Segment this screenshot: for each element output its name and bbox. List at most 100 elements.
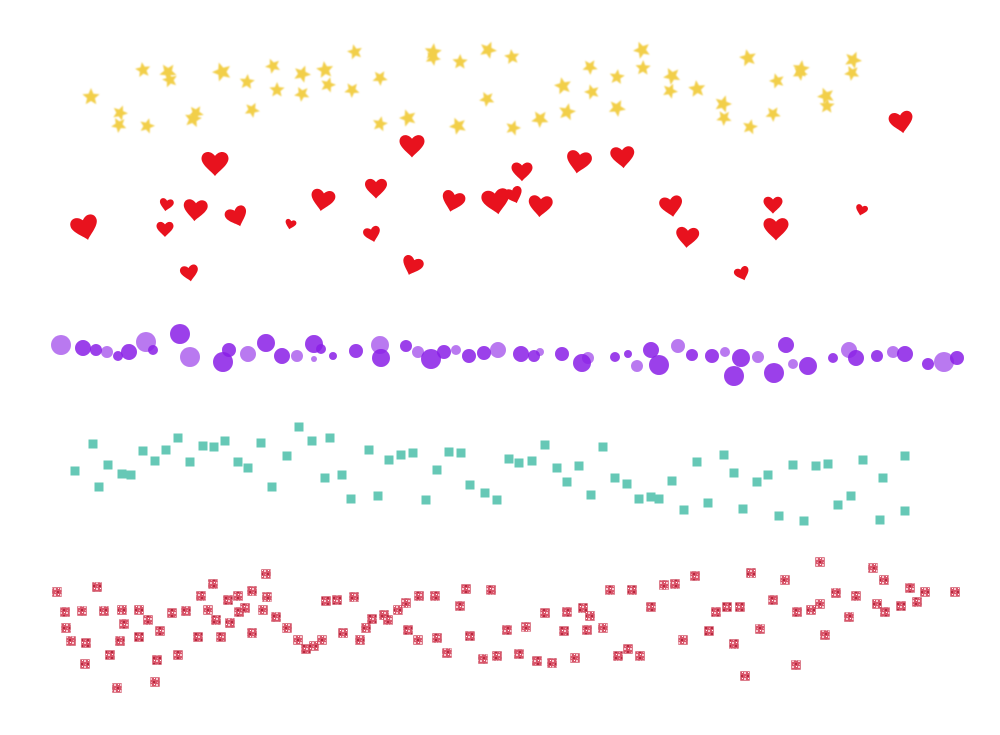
heart-icon bbox=[224, 205, 247, 227]
glitter-square-icon bbox=[361, 623, 371, 633]
glitter-square-icon bbox=[659, 580, 669, 590]
square-icon bbox=[552, 463, 562, 473]
star-icon bbox=[792, 66, 808, 81]
heart-icon bbox=[159, 198, 174, 212]
square-icon bbox=[703, 498, 713, 508]
circle-icon bbox=[950, 351, 964, 365]
square-icon bbox=[504, 454, 514, 464]
square-icon bbox=[138, 446, 148, 456]
circle-icon bbox=[477, 346, 491, 360]
circle-icon bbox=[778, 337, 794, 353]
glitter-square-icon bbox=[383, 615, 393, 625]
glitter-square-icon bbox=[81, 638, 91, 648]
square-icon bbox=[610, 473, 620, 483]
square-icon bbox=[70, 466, 80, 476]
square-icon bbox=[622, 479, 632, 489]
square-icon bbox=[307, 436, 317, 446]
star-icon bbox=[372, 71, 388, 86]
glitter-square-icon bbox=[613, 651, 623, 661]
glitter-square-icon bbox=[465, 631, 475, 641]
square-icon bbox=[408, 448, 418, 458]
glitter-square-icon bbox=[729, 639, 739, 649]
circle-icon bbox=[213, 352, 233, 372]
glitter-square-icon bbox=[321, 596, 331, 606]
circle-icon bbox=[752, 351, 764, 363]
circle-icon bbox=[90, 344, 102, 356]
glitter-square-icon bbox=[271, 612, 281, 622]
glitter-square-icon bbox=[678, 635, 688, 645]
square-icon bbox=[337, 470, 347, 480]
heart-icon bbox=[285, 218, 297, 230]
star-icon bbox=[480, 41, 497, 59]
circle-icon bbox=[922, 358, 934, 370]
glitter-square-icon bbox=[216, 632, 226, 642]
square-icon bbox=[185, 457, 195, 467]
glitter-square-icon bbox=[393, 605, 403, 615]
glitter-square-icon bbox=[413, 635, 423, 645]
star-icon bbox=[559, 103, 576, 121]
glitter-square-icon bbox=[880, 607, 890, 617]
star-icon bbox=[449, 117, 466, 135]
star-icon bbox=[452, 54, 468, 69]
circle-icon bbox=[412, 346, 424, 358]
heart-icon bbox=[856, 204, 868, 216]
glitter-square-icon bbox=[401, 598, 411, 608]
square-icon bbox=[774, 511, 784, 521]
glitter-square-icon bbox=[868, 563, 878, 573]
glitter-square-icon bbox=[262, 592, 272, 602]
glitter-square-icon bbox=[282, 623, 292, 633]
star-icon bbox=[582, 60, 598, 75]
star-icon bbox=[159, 64, 177, 81]
square-icon bbox=[117, 469, 127, 479]
glitter-square-icon bbox=[52, 587, 62, 597]
glitter-square-icon bbox=[247, 628, 257, 638]
glitter-square-icon bbox=[746, 568, 756, 578]
glitter-square-icon bbox=[627, 585, 637, 595]
glitter-square-icon bbox=[455, 601, 465, 611]
star-icon bbox=[633, 41, 650, 59]
glitter-square-icon bbox=[430, 591, 440, 601]
square-icon bbox=[320, 473, 330, 483]
star-icon bbox=[135, 62, 151, 78]
circle-icon bbox=[582, 352, 594, 364]
glitter-square-icon bbox=[208, 579, 218, 589]
heart-icon bbox=[733, 266, 749, 281]
circle-icon bbox=[610, 352, 620, 362]
glitter-square-icon bbox=[240, 603, 250, 613]
heart-icon bbox=[180, 264, 198, 282]
circle-icon bbox=[871, 350, 883, 362]
glitter-square-icon bbox=[562, 607, 572, 617]
square-icon bbox=[364, 445, 374, 455]
circle-icon bbox=[887, 346, 899, 358]
circle-icon bbox=[848, 350, 864, 366]
heart-icon bbox=[888, 110, 913, 134]
glitter-square-icon bbox=[349, 592, 359, 602]
circle-icon bbox=[671, 339, 685, 353]
square-icon bbox=[527, 456, 537, 466]
star-icon bbox=[140, 118, 155, 134]
square-icon bbox=[846, 491, 856, 501]
glitter-square-icon bbox=[690, 571, 700, 581]
square-icon bbox=[126, 470, 136, 480]
star-icon bbox=[162, 72, 177, 88]
glitter-square-icon bbox=[820, 630, 830, 640]
glitter-square-icon bbox=[711, 607, 721, 617]
heart-icon bbox=[363, 225, 380, 242]
square-icon bbox=[456, 448, 466, 458]
heart-icon bbox=[399, 135, 425, 158]
glitter-square-icon bbox=[532, 656, 542, 666]
square-icon bbox=[325, 433, 335, 443]
glitter-square-icon bbox=[806, 605, 816, 615]
glitter-square-icon bbox=[152, 655, 162, 665]
glitter-square-icon bbox=[77, 606, 87, 616]
glitter-square-icon bbox=[150, 677, 160, 687]
star-icon bbox=[663, 83, 678, 99]
glitter-square-icon bbox=[792, 607, 802, 617]
star-icon bbox=[344, 83, 360, 98]
square-icon bbox=[586, 490, 596, 500]
glitter-square-icon bbox=[66, 636, 76, 646]
circle-icon bbox=[643, 342, 659, 358]
circle-icon bbox=[513, 346, 529, 362]
circle-icon bbox=[934, 352, 954, 372]
square-icon bbox=[432, 465, 442, 475]
